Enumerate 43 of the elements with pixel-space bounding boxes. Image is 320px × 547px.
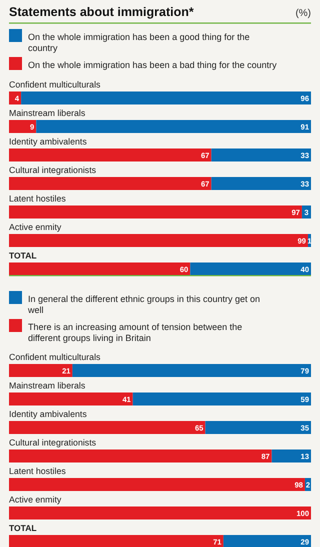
bar [9,262,190,276]
bar [9,206,302,218]
bar [9,506,311,520]
bar [9,450,272,462]
bar [36,120,311,133]
y-tick-label: TOTAL [9,250,37,260]
y-tick-label: Latent hostiles [9,194,66,204]
bar [9,120,36,133]
bar [190,262,311,276]
bar [9,421,206,434]
bar [211,177,311,190]
bar [9,148,212,162]
legend-label: On the whole immigration has been a good thing for the country [28,32,250,53]
bar [9,478,305,491]
bar [9,392,133,406]
legend-label: There is an increasing amount of tension between the different groups living in Britain [28,322,242,343]
y-tick-label: Identity ambivalents [9,136,88,146]
y-tick-label: Confident multiculturals [9,80,102,90]
bar [205,421,311,434]
y-tick-label: Cultural integrationists [9,438,97,448]
bar [272,450,311,462]
y-tick-label: Identity ambivalents [9,409,88,419]
bar [9,535,224,547]
y-tick-label: Mainstream liberals [9,108,86,118]
bar [21,92,311,104]
bar [72,364,311,377]
legend-label: On the whole immigration has been a bad thing for the country [28,60,278,70]
y-tick-label: Confident multiculturals [9,352,102,362]
y-tick-label: Cultural integrationists [9,165,97,175]
chart-title: Statements about immigration* [9,5,194,19]
y-tick-label: Mainstream liberals [9,380,86,390]
y-tick-label: Active enmity [9,222,62,232]
bar [9,364,72,377]
bar [132,392,311,406]
y-tick-label: Active enmity [9,494,62,504]
bar [211,148,311,162]
text: (%) [295,8,311,19]
bar [9,177,212,190]
y-tick-label: TOTAL [9,523,37,533]
bar [9,234,308,247]
legend-label: In general the different ethnic groups in this country get on well [27,294,260,315]
bar [223,535,311,547]
y-tick-label: Latent hostiles [9,466,66,476]
